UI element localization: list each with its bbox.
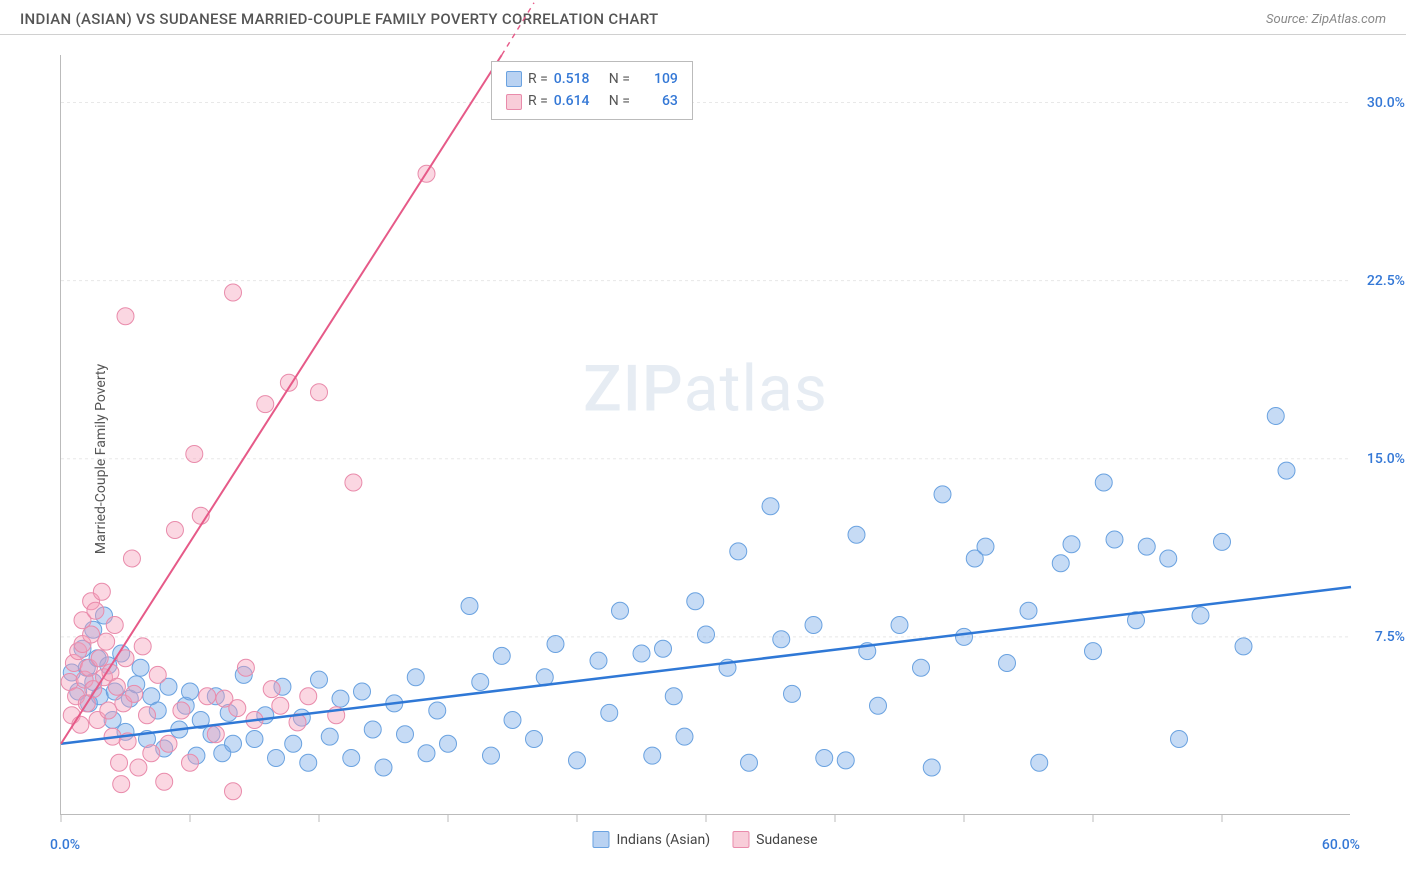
x-axis-min-label: 0.0% <box>50 837 80 853</box>
legend-item-indians: Indians (Asian) <box>592 831 710 848</box>
y-tick-label: 22.5% <box>1367 273 1405 289</box>
swatch-indians <box>592 831 609 848</box>
y-tick-label: 15.0% <box>1367 451 1405 467</box>
swatch-sudanese <box>732 831 749 848</box>
chart-header: INDIAN (ASIAN) VS SUDANESE MARRIED-COUPL… <box>0 0 1406 35</box>
chart-source: Source: ZipAtlas.com <box>1266 12 1386 27</box>
r-value-indians: 0.518 <box>554 68 596 90</box>
plot-svg <box>61 55 1350 814</box>
r-value-sudanese: 0.614 <box>554 90 596 112</box>
legend-label: Sudanese <box>756 832 817 848</box>
stats-row-indians: R = 0.518 N = 109 <box>506 68 678 90</box>
stats-row-sudanese: R = 0.614 N = 63 <box>506 90 678 112</box>
correlation-stats-box: R = 0.518 N = 109R = 0.614 N = 63 <box>491 61 693 120</box>
legend-item-sudanese: Sudanese <box>732 831 817 848</box>
n-value-sudanese: 63 <box>636 90 678 112</box>
legend-label: Indians (Asian) <box>616 832 710 848</box>
n-value-indians: 109 <box>636 68 678 90</box>
chart-container: Married-Couple Family Poverty ZIPatlas R… <box>0 35 1406 883</box>
x-axis-max-label: 60.0% <box>1322 837 1360 853</box>
y-tick-label: 30.0% <box>1367 95 1405 111</box>
plot-area: ZIPatlas R = 0.518 N = 109R = 0.614 N = … <box>60 55 1350 815</box>
swatch-indians <box>506 71 522 87</box>
chart-title: INDIAN (ASIAN) VS SUDANESE MARRIED-COUPL… <box>20 10 658 28</box>
x-axis-area: 0.0% Indians (Asian)Sudanese 60.0% <box>60 825 1350 875</box>
series-legend: Indians (Asian) Sudanese <box>592 831 817 848</box>
y-tick-label: 7.5% <box>1375 629 1405 645</box>
swatch-sudanese <box>506 94 522 110</box>
